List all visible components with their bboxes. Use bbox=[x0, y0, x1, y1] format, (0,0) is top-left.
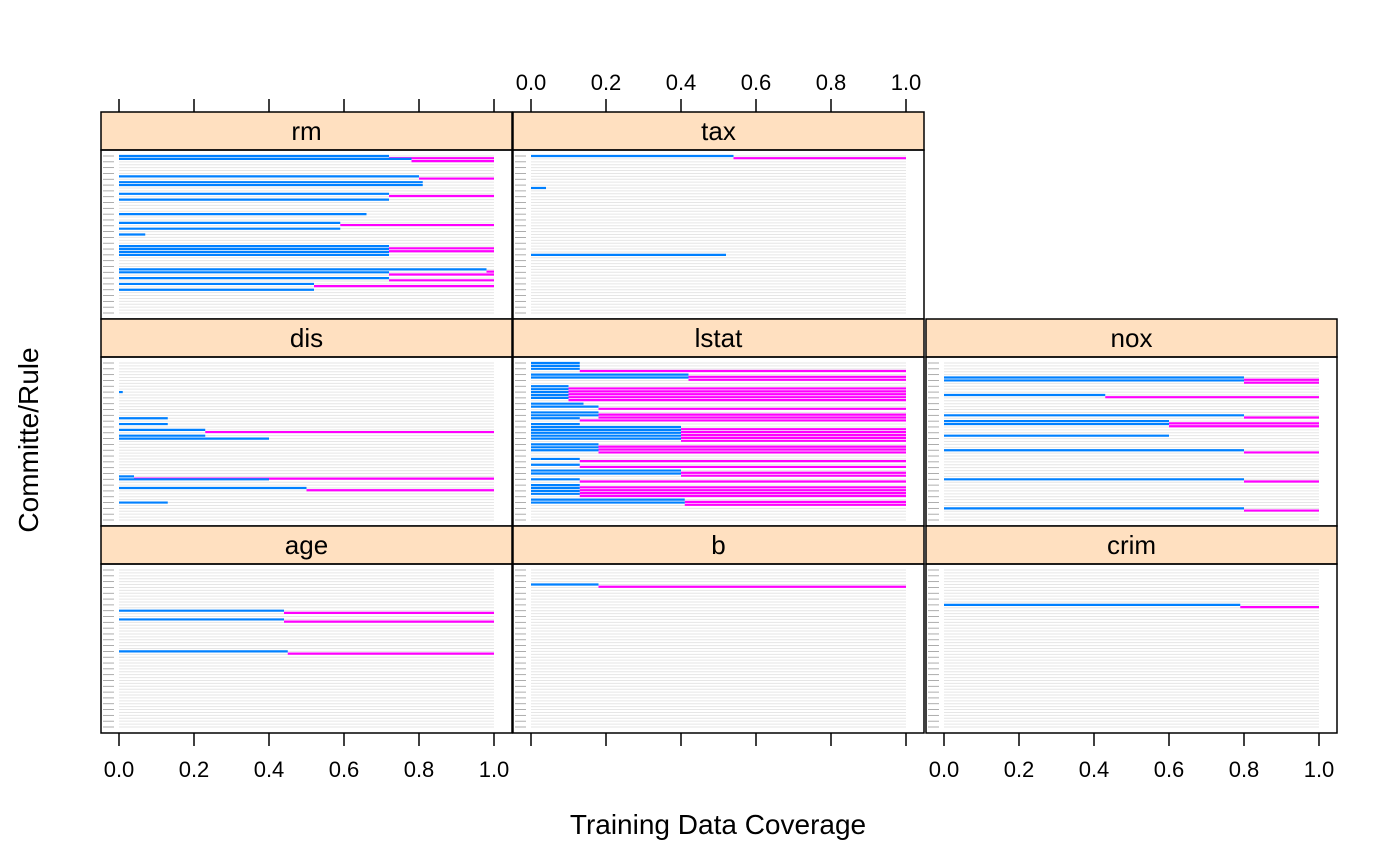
strip-label-rm: rm bbox=[291, 116, 321, 146]
axes: 0.0 0.2 0.4 0.6 0.8 1.0 0.0 0.2 0.4 0.6 0.8 1.00.0 0… bbox=[104, 70, 1335, 782]
strip-label-dis: dis bbox=[290, 323, 323, 353]
x-tick-label: 0.4 bbox=[254, 757, 285, 782]
x-tick-label: 0.4 bbox=[1079, 757, 1110, 782]
rule-labels-nox bbox=[928, 362, 939, 521]
segments-nox bbox=[944, 376, 1319, 512]
y-axis-title: Committe/Rule bbox=[13, 347, 44, 532]
x-tick-label: 1.0 bbox=[479, 757, 510, 782]
grid-tax bbox=[531, 155, 906, 314]
x-tick-label: 0.6 bbox=[329, 757, 360, 782]
x-axis-title: Training Data Coverage bbox=[570, 809, 866, 840]
strip-rm bbox=[100, 111, 513, 151]
rule-labels-lstat bbox=[515, 362, 526, 521]
x-tick-label: 0.6 bbox=[1154, 757, 1185, 782]
segments-crim bbox=[944, 603, 1319, 609]
x-tick-label: 0.8 bbox=[816, 70, 847, 95]
x-axis-col-2-bottom: 0.0 0.2 0.4 0.6 0.8 1.0 bbox=[929, 733, 1335, 782]
plot-border-b bbox=[512, 563, 925, 734]
panel-dis: dis bbox=[100, 318, 513, 527]
panel-tax: tax bbox=[512, 111, 925, 320]
x-axis-col-1-top: 0.0 0.2 0.4 0.6 0.8 1.0 bbox=[516, 70, 922, 112]
grid-b bbox=[531, 569, 906, 728]
strip-dis bbox=[100, 318, 513, 358]
panel-rm: rm bbox=[100, 111, 513, 320]
strip-crim bbox=[925, 525, 1338, 565]
strip-tax bbox=[512, 111, 925, 151]
x-tick-label: 0.2 bbox=[1004, 757, 1035, 782]
grid-nox bbox=[944, 362, 1319, 521]
rule-labels-dis bbox=[103, 362, 114, 521]
plot-border-crim bbox=[925, 563, 1338, 734]
strip-label-lstat: lstat bbox=[695, 323, 743, 353]
x-axis-col-0-top bbox=[118, 99, 495, 112]
plot-border-age bbox=[100, 563, 513, 734]
x-tick-label: 0.0 bbox=[929, 757, 960, 782]
rule-labels-crim bbox=[928, 569, 939, 728]
rule-labels-rm bbox=[103, 155, 114, 314]
strip-label-tax: tax bbox=[701, 116, 736, 146]
strip-nox bbox=[925, 318, 1338, 358]
strip-label-b: b bbox=[711, 530, 725, 560]
segments-tax bbox=[531, 154, 906, 256]
rule-labels-age bbox=[103, 569, 114, 728]
panel-age: age bbox=[100, 525, 513, 734]
panel-crim: crim bbox=[925, 525, 1338, 734]
x-tick-label: 0.2 bbox=[591, 70, 622, 95]
panel-b: b bbox=[512, 525, 925, 734]
x-tick-label: 0.4 bbox=[666, 70, 697, 95]
x-tick-label: 0.0 bbox=[516, 70, 547, 95]
grid-crim bbox=[944, 569, 1319, 728]
segments-lstat bbox=[531, 361, 906, 506]
panels: rm tax dis lstat nox age b crim bbox=[100, 111, 1338, 734]
segments-age bbox=[119, 609, 494, 655]
grid-age bbox=[119, 569, 494, 728]
rule-labels-tax bbox=[515, 155, 526, 314]
x-axis-col-1-bottom bbox=[530, 733, 907, 746]
x-tick-label: 1.0 bbox=[1304, 757, 1335, 782]
panel-nox: nox bbox=[925, 318, 1338, 527]
x-tick-label: 0.8 bbox=[404, 757, 435, 782]
strip-age bbox=[100, 525, 513, 565]
strip-label-crim: crim bbox=[1107, 530, 1156, 560]
strip-b bbox=[512, 525, 925, 565]
rule-labels-b bbox=[515, 569, 526, 728]
segments-dis bbox=[119, 390, 494, 504]
segments-b bbox=[531, 583, 906, 588]
x-tick-label: 0.2 bbox=[179, 757, 210, 782]
strip-label-nox: nox bbox=[1111, 323, 1153, 353]
x-tick-label: 0.0 bbox=[104, 757, 135, 782]
x-tick-label: 0.8 bbox=[1229, 757, 1260, 782]
x-tick-label: 1.0 bbox=[891, 70, 922, 95]
x-tick-label: 0.6 bbox=[741, 70, 772, 95]
segments-rm bbox=[119, 154, 494, 291]
x-axis-col-0-bottom: 0.0 0.2 0.4 0.6 0.8 1.0 bbox=[104, 733, 510, 782]
strip-label-age: age bbox=[285, 530, 328, 560]
grid-dis bbox=[119, 362, 494, 521]
panel-lstat: lstat bbox=[512, 318, 925, 527]
